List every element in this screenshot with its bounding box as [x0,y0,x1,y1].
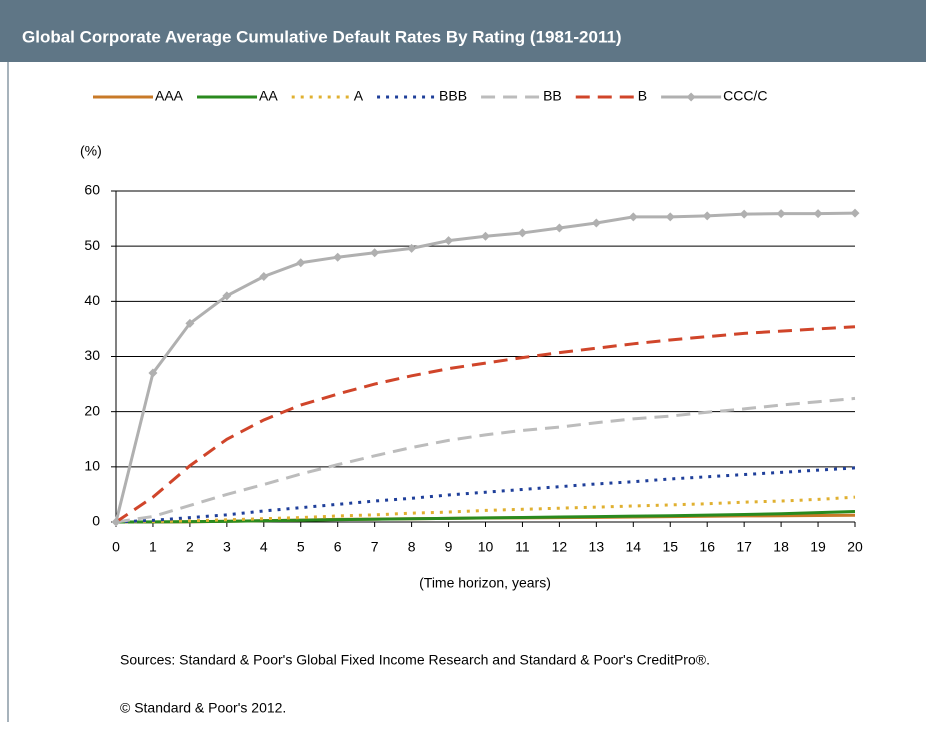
y-axis-label: (%) [80,143,102,159]
x-tick-label: 16 [699,539,715,555]
point-marker [111,517,121,527]
series-line [115,495,856,524]
series-line [115,325,856,524]
y-tick-label: 40 [84,292,100,308]
point-marker [444,236,454,246]
point-marker [296,258,306,268]
point-marker [517,228,527,238]
point-marker [333,252,343,262]
x-tick-label: 20 [847,539,863,555]
sources: Sources: Standard & Poor's Global Fixed … [120,652,710,668]
point-marker [739,209,749,219]
point-marker [850,208,860,218]
legend-label: AAA [155,88,184,104]
point-marker [407,243,417,253]
point-marker [591,218,601,228]
y-tick-label: 0 [92,513,100,529]
x-tick-label: 13 [589,539,605,555]
point-marker [665,212,675,222]
y-tick-label: 30 [84,347,100,363]
header-title: Global Corporate Average Cumulative Defa… [22,27,622,46]
x-tick-label: 9 [445,539,453,555]
x-tick-label: 3 [223,539,231,555]
point-marker [148,368,158,378]
point-marker [481,231,490,241]
legend-label: A [354,88,364,104]
x-tick-label: 5 [297,539,305,555]
legend-label: B [638,88,647,104]
point-marker [259,272,269,282]
x-tick-label: 4 [260,539,268,555]
x-tick-label: 18 [773,539,789,555]
x-tick-label: 14 [626,539,642,555]
x-tick-label: 12 [552,539,568,555]
x-tick-label: 11 [515,539,530,555]
point-marker [702,211,712,221]
legend-label: CCC/C [723,88,767,104]
y-tick-label: 60 [84,182,100,198]
x-tick-label: 2 [186,539,194,555]
x-tick-label: 17 [736,539,752,555]
x-tick-label: 10 [478,539,494,555]
x-tick-label: 15 [662,539,678,555]
x-tick-label: 6 [334,539,342,555]
legend-marker [686,92,696,102]
x-axis-label: (Time horizon, years) [419,575,551,591]
point-marker [628,212,638,222]
legend-label: AA [259,88,278,104]
point-marker [813,209,823,219]
y-tick-label: 50 [84,237,100,253]
x-tick-label: 0 [112,539,120,555]
x-tick-label: 7 [371,539,379,555]
y-tick-label: 20 [84,402,100,418]
point-marker [554,223,564,233]
x-tick-label: 8 [408,539,416,555]
copyright: © Standard & Poor's 2012. [120,700,286,716]
series-line [115,466,856,524]
x-tick-label: 19 [810,539,826,555]
point-marker [222,291,232,301]
point-marker [370,248,380,258]
x-tick-label: 1 [149,539,157,555]
header-bar [0,0,926,62]
point-marker [776,209,786,219]
legend-label: BBB [439,88,467,104]
y-tick-label: 10 [84,458,100,474]
point-marker [185,318,195,328]
series-line [115,510,856,524]
series-line [115,396,856,524]
legend-label: BB [543,88,562,104]
